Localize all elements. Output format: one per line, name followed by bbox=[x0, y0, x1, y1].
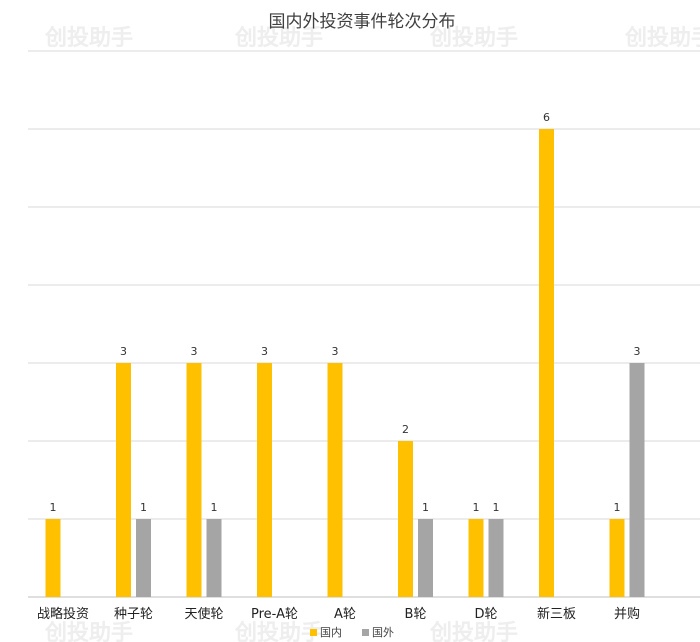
data-label: 1 bbox=[50, 501, 57, 514]
watermark-layer: 创投助手创投助手创投助手创投助手创投助手创投助手创投助手 bbox=[44, 26, 700, 642]
chart-title: 国内外投资事件轮次分布 bbox=[269, 12, 456, 32]
data-label: 2 bbox=[402, 423, 409, 436]
bars-layer bbox=[45, 129, 645, 597]
bar bbox=[609, 519, 625, 597]
legend-label: 国内 bbox=[320, 625, 342, 639]
bar bbox=[629, 363, 645, 597]
category-label: 并购 bbox=[614, 606, 640, 622]
watermark-text: 创投助手 bbox=[44, 26, 133, 51]
legend: 国内 国外 bbox=[310, 625, 394, 639]
data-label: 1 bbox=[140, 501, 147, 514]
category-label: B轮 bbox=[405, 607, 427, 622]
category-label: 新三板 bbox=[537, 606, 576, 622]
bar bbox=[418, 519, 433, 597]
category-label: D轮 bbox=[474, 607, 497, 622]
watermark-text: 创投助手 bbox=[234, 621, 323, 642]
bar bbox=[488, 519, 504, 597]
bar bbox=[257, 363, 272, 597]
bar bbox=[116, 363, 131, 597]
data-label: 3 bbox=[261, 345, 268, 358]
watermark-text: 创投助手 bbox=[234, 26, 323, 51]
category-label: 天使轮 bbox=[184, 606, 223, 622]
bar bbox=[45, 519, 61, 597]
data-label: 3 bbox=[332, 345, 339, 358]
data-label: 1 bbox=[211, 501, 218, 514]
watermark-text: 创投助手 bbox=[44, 621, 133, 642]
data-label: 3 bbox=[120, 345, 127, 358]
bar bbox=[398, 441, 413, 597]
watermark-text: 创投助手 bbox=[624, 26, 700, 51]
data-label: 1 bbox=[493, 501, 500, 514]
bar bbox=[136, 519, 151, 597]
data-label: 3 bbox=[191, 345, 198, 358]
category-labels-layer: 战略投资 种子轮 天使轮 Pre-A轮 A轮 B轮 D轮 新三板 并购 bbox=[37, 606, 640, 622]
watermark-text: 创投助手 bbox=[429, 621, 518, 642]
data-label: 1 bbox=[473, 501, 480, 514]
data-label: 1 bbox=[422, 501, 429, 514]
category-label: 战略投资 bbox=[37, 606, 89, 622]
legend-label: 国外 bbox=[372, 626, 394, 639]
data-label: 6 bbox=[543, 111, 550, 124]
legend-swatch bbox=[310, 629, 317, 636]
bar bbox=[468, 519, 484, 597]
bar bbox=[186, 363, 202, 597]
bar bbox=[206, 519, 222, 597]
category-label: 种子轮 bbox=[114, 607, 153, 622]
category-label: A轮 bbox=[334, 607, 356, 622]
category-label: Pre-A轮 bbox=[251, 607, 298, 622]
bar bbox=[327, 363, 343, 597]
legend-swatch bbox=[362, 629, 369, 636]
data-label: 1 bbox=[614, 501, 621, 514]
data-label: 3 bbox=[634, 345, 641, 358]
watermark-text: 创投助手 bbox=[429, 26, 518, 51]
bar bbox=[539, 129, 554, 597]
